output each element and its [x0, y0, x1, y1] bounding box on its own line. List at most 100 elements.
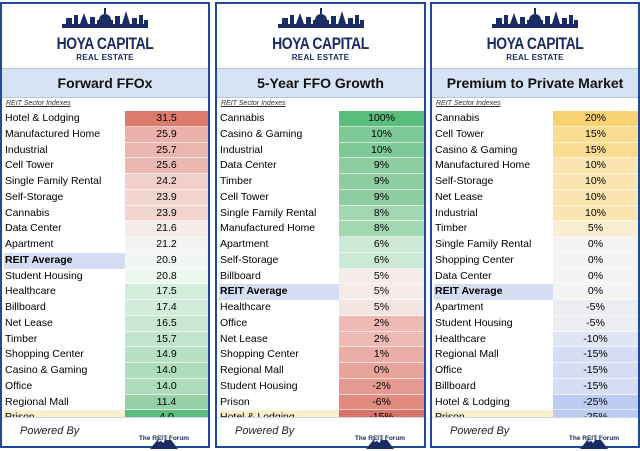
table-row: Hotel & Lodging 31.5	[2, 111, 208, 127]
sector-value: 25.7	[125, 142, 208, 159]
sector-name: Data Center	[5, 222, 62, 235]
sector-name: Apartment	[5, 238, 54, 250]
sector-name: Cannabis	[435, 112, 480, 124]
sector-name: Cell Tower	[5, 159, 54, 172]
table-row: Billboard -15%	[432, 378, 638, 395]
sector-value: 14.0	[125, 363, 208, 379]
sector-name: Self-Storage	[220, 253, 279, 266]
panel-2: HOYA CAPITAL REAL ESTATE 5-Year FFO Growth…	[215, 2, 426, 449]
table-row: Single Family Rental 0%	[432, 237, 638, 253]
table-row: Data Center 21.6	[2, 221, 208, 237]
table-row: Net Lease 10%	[432, 189, 638, 206]
table-row: Cannabis 100%	[217, 111, 424, 127]
table-row: Shopping Center 14.9	[2, 347, 208, 363]
sector-value: 2%	[339, 331, 424, 348]
sector-name: Net Lease	[220, 332, 268, 345]
sector-value: 0%	[339, 363, 424, 379]
sector-value: 23.9	[125, 205, 208, 222]
sector-name: Timber	[435, 222, 468, 235]
sector-name: Casino & Gaming	[435, 143, 518, 156]
table-row: Self-Storage 6%	[217, 252, 424, 269]
sector-name: REIT Average	[4, 252, 125, 269]
sector-name: Industrial	[5, 143, 48, 156]
sector-value: 0%	[553, 252, 638, 269]
sector-value: -15%	[553, 378, 638, 395]
forum-name: The REIT Forum	[568, 435, 620, 442]
sector-value: 25.6	[125, 158, 208, 174]
brand-name: HOYA CAPITAL	[486, 34, 584, 53]
brand-tagline: REAL ESTATE	[506, 53, 564, 62]
table-row: Apartment 6%	[217, 237, 424, 253]
sector-value: -5%	[553, 315, 638, 332]
table-row: Self-Storage 23.9	[2, 189, 208, 206]
table-row: Casino & Gaming 14.0	[2, 363, 208, 379]
table-rows: Hotel & Lodging 31.5 Manufactured Home 25.9…	[2, 111, 208, 426]
sector-name: Healthcare	[435, 332, 486, 345]
panel-title: Forward FFOx	[2, 68, 208, 98]
sector-name: Manufactured Home	[220, 222, 316, 235]
panel-subtitle: REIT Sector Indexes	[6, 100, 71, 107]
sector-name: Cell Tower	[220, 190, 269, 203]
sector-value: 100%	[339, 111, 424, 127]
sector-value: 1%	[339, 347, 424, 363]
brand-name: HOYA CAPITAL	[56, 34, 154, 53]
panel-title: Premium to Private Market	[432, 68, 638, 98]
table-row: REIT Average 20.9	[2, 252, 208, 269]
sector-value: -25%	[553, 394, 638, 411]
table-row: Data Center 0%	[432, 268, 638, 285]
table-row: Cannabis 23.9	[2, 205, 208, 222]
sector-name: Manufactured Home	[435, 159, 531, 172]
panel-title: 5-Year FFO Growth	[217, 68, 424, 98]
table-row: Shopping Center 0%	[432, 252, 638, 269]
table-row: Apartment 21.2	[2, 237, 208, 253]
sector-value: 6%	[339, 252, 424, 269]
sector-value: 6%	[339, 237, 424, 253]
sector-value: 10%	[339, 126, 424, 143]
sector-name: Timber	[5, 332, 38, 345]
table-row: Office -15%	[432, 363, 638, 379]
table-row: Student Housing 20.8	[2, 268, 208, 285]
sector-name: Self-Storage	[5, 190, 64, 203]
table-row: Net Lease 2%	[217, 331, 424, 348]
brand-tagline: REAL ESTATE	[291, 53, 350, 62]
table-row: Student Housing -5%	[432, 315, 638, 332]
sector-value: 20.8	[125, 268, 208, 285]
reit-forum-logo: The REIT Forum	[350, 420, 410, 449]
table-row: Data Center 9%	[217, 158, 424, 174]
sector-value: 17.4	[125, 300, 208, 316]
sector-value: 14.0	[125, 378, 208, 395]
forum-name: The REIT Forum	[354, 435, 406, 442]
table-row: Regional Mall -15%	[432, 347, 638, 363]
sector-value: 23.9	[125, 189, 208, 206]
table-row: Self-Storage 10%	[432, 174, 638, 190]
sector-name: Industrial	[220, 143, 263, 156]
sector-value: 9%	[339, 174, 424, 190]
panel-3: HOYA CAPITAL REAL ESTATE Premium to Privat…	[430, 2, 640, 449]
table-row: Manufactured Home 10%	[432, 158, 638, 174]
table-row: REIT Average 5%	[217, 284, 424, 300]
powered-by-label: Powered By	[20, 425, 80, 437]
sector-value: 20%	[553, 111, 638, 127]
panel-footer: Powered By The REIT Forum	[432, 417, 638, 449]
sector-value: 10%	[553, 158, 638, 174]
sector-value: -6%	[339, 394, 424, 411]
panel-footer: Powered By The REIT Forum	[2, 417, 208, 449]
panel-subtitle: REIT Sector Indexes	[221, 100, 286, 107]
sector-value: -2%	[339, 378, 424, 395]
sector-name: Cannabis	[220, 112, 265, 124]
table-row: Office 14.0	[2, 378, 208, 395]
sector-value: 0%	[553, 268, 638, 285]
sector-value: 21.6	[125, 221, 208, 237]
table-row: Single Family Rental 8%	[217, 205, 424, 222]
sector-name: REIT Average	[219, 284, 339, 300]
sector-value: 25.9	[125, 126, 208, 143]
table-row: Hotel & Lodging -25%	[432, 394, 638, 411]
sector-value: 11.4	[125, 394, 208, 411]
table-row: Industrial 25.7	[2, 142, 208, 159]
sector-value: 2%	[339, 315, 424, 332]
sector-value: 10%	[339, 142, 424, 159]
sector-name: Casino & Gaming	[5, 364, 88, 376]
sector-name: Self-Storage	[435, 175, 494, 187]
sector-name: Casino & Gaming	[220, 127, 303, 140]
sector-name: Manufactured Home	[5, 127, 101, 140]
